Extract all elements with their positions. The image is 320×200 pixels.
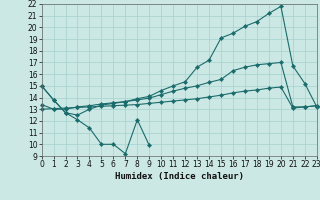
X-axis label: Humidex (Indice chaleur): Humidex (Indice chaleur) xyxy=(115,172,244,181)
